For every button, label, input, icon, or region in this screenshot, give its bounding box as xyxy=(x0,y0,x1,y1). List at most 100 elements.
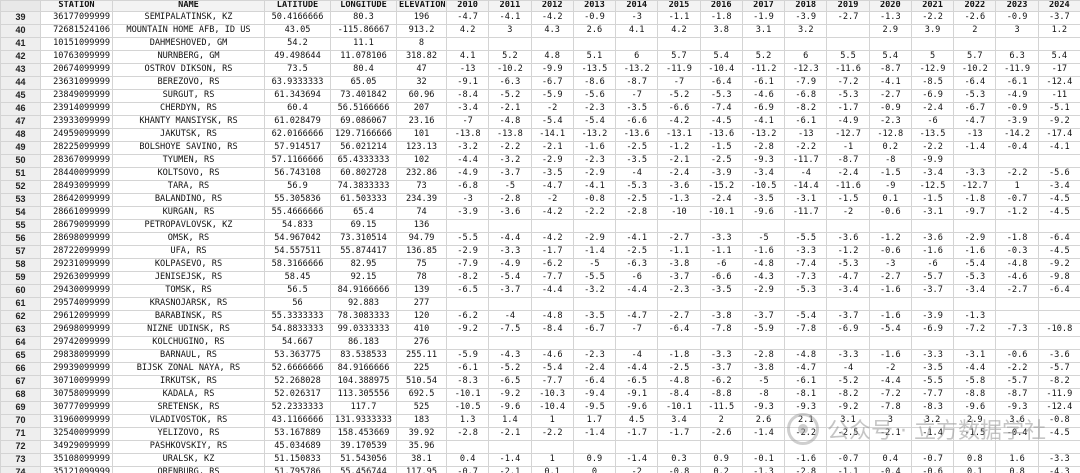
cell-year-2015[interactable]: -1.7 xyxy=(657,427,701,441)
column-header-2024[interactable]: 2024 xyxy=(1037,0,1080,12)
cell-year-2018[interactable]: -4.8 xyxy=(784,349,828,363)
cell-year-2011[interactable]: -4.8 xyxy=(488,115,532,129)
cell-year-2021[interactable]: -0.7 xyxy=(910,453,955,467)
cell-year-2012[interactable]: 4.8 xyxy=(530,50,574,64)
cell-year-2024[interactable]: -3.3 xyxy=(1037,453,1080,467)
cell-year-2011[interactable]: -7.5 xyxy=(488,323,532,337)
cell-station[interactable]: 29698099999 xyxy=(40,323,113,337)
cell-year-2019[interactable]: -11.6 xyxy=(826,180,870,194)
column-header-2017[interactable]: 2017 xyxy=(741,0,786,12)
row-header[interactable]: 63 xyxy=(0,323,41,337)
cell-year-2016[interactable]: -1.5 xyxy=(699,141,743,155)
cell-year-2017[interactable]: -1.3 xyxy=(741,466,786,473)
cell-name[interactable]: SEMIPALATINSK, KZ xyxy=(112,11,265,25)
cell-year-2018[interactable]: -9.3 xyxy=(784,401,828,415)
cell-year-2021[interactable]: -2.4 xyxy=(910,102,955,116)
cell-year-2020[interactable]: -0.9 xyxy=(868,102,912,116)
row-header[interactable]: 62 xyxy=(0,310,41,324)
cell-latitude[interactable]: 43.05 xyxy=(264,24,331,38)
cell-year-2021[interactable]: -12.9 xyxy=(910,63,955,77)
cell-year-2012[interactable]: -4.8 xyxy=(530,310,574,324)
cell-year-2017[interactable]: -5 xyxy=(741,375,786,389)
cell-station[interactable]: 32540099999 xyxy=(40,427,113,441)
cell-year-2012[interactable]: -4.2 xyxy=(530,206,574,220)
row-header[interactable]: 43 xyxy=(0,63,41,77)
cell-year-2017[interactable]: -1.6 xyxy=(741,245,786,259)
cell-year-2019[interactable]: -2.7 xyxy=(826,11,870,25)
cell-elevation[interactable]: 117.95 xyxy=(396,466,447,473)
cell-year-2013[interactable]: -9.4 xyxy=(572,388,617,402)
cell-year-2015[interactable]: 5.7 xyxy=(657,50,701,64)
cell-year-2012[interactable]: -9.9 xyxy=(530,63,574,77)
cell-year-2011[interactable]: -3.2 xyxy=(488,154,532,168)
cell-year-2016[interactable]: -8.8 xyxy=(699,388,743,402)
cell-year-2015[interactable]: -0.8 xyxy=(657,466,701,473)
cell-name[interactable]: BIJSK ZONAL NAYA, RS xyxy=(112,362,265,376)
cell-year-2019[interactable]: 3.1 xyxy=(826,414,870,428)
cell-year-2020[interactable]: -9 xyxy=(868,180,912,194)
cell-year-2012[interactable]: -4.2 xyxy=(530,232,574,246)
row-header[interactable]: 55 xyxy=(0,219,41,233)
cell-year-2012[interactable]: -2 xyxy=(530,102,574,116)
cell-year-2010[interactable]: -5.5 xyxy=(445,232,490,246)
cell-year-2011[interactable] xyxy=(488,37,532,51)
cell-year-2012[interactable]: -2.9 xyxy=(530,154,574,168)
cell-elevation[interactable]: 73 xyxy=(396,180,447,194)
cell-year-2015[interactable]: -3.8 xyxy=(657,258,701,272)
cell-year-2021[interactable]: -6.9 xyxy=(910,89,955,103)
cell-year-2017[interactable]: -6.1 xyxy=(741,76,786,90)
cell-year-2021[interactable] xyxy=(910,336,955,350)
cell-longitude[interactable]: 65.05 xyxy=(330,76,397,90)
cell-year-2020[interactable]: -1.5 xyxy=(868,167,912,181)
cell-name[interactable]: JAKUTSK, RS xyxy=(112,128,265,142)
cell-year-2019[interactable]: -9.2 xyxy=(826,401,870,415)
cell-year-2021[interactable]: -7.7 xyxy=(910,388,955,402)
cell-year-2010[interactable]: -13 xyxy=(445,63,490,77)
cell-station[interactable]: 28225099999 xyxy=(40,141,113,155)
cell-year-2018[interactable] xyxy=(784,219,828,233)
cell-year-2013[interactable]: -5.5 xyxy=(572,271,617,285)
cell-year-2018[interactable]: -8.1 xyxy=(784,388,828,402)
cell-year-2023[interactable]: -0.9 xyxy=(995,11,1039,25)
cell-year-2010[interactable]: -2.8 xyxy=(445,427,490,441)
cell-year-2015[interactable]: -2.1 xyxy=(657,154,701,168)
cell-year-2010[interactable]: 0.4 xyxy=(445,453,490,467)
cell-year-2017[interactable]: -4.6 xyxy=(741,89,786,103)
cell-year-2016[interactable]: -10.4 xyxy=(699,63,743,77)
cell-year-2022[interactable]: -2.9 xyxy=(953,232,997,246)
cell-name[interactable]: PETROPAVLOVSK, KZ xyxy=(112,219,265,233)
cell-year-2013[interactable]: -1.6 xyxy=(572,141,617,155)
cell-year-2013[interactable]: 0.9 xyxy=(572,453,617,467)
cell-longitude[interactable]: 99.0333333 xyxy=(330,323,397,337)
cell-year-2015[interactable] xyxy=(657,37,701,51)
cell-year-2014[interactable] xyxy=(615,37,659,51)
cell-year-2023[interactable] xyxy=(995,336,1039,350)
cell-year-2013[interactable] xyxy=(572,336,617,350)
cell-year-2019[interactable] xyxy=(826,297,870,311)
row-header[interactable]: 67 xyxy=(0,375,41,389)
cell-year-2023[interactable]: -2.2 xyxy=(995,167,1039,181)
cell-year-2015[interactable]: -4.8 xyxy=(657,375,701,389)
cell-year-2013[interactable]: -5 xyxy=(572,258,617,272)
cell-year-2023[interactable]: 1 xyxy=(995,180,1039,194)
cell-year-2011[interactable]: 5.2 xyxy=(488,50,532,64)
cell-year-2022[interactable]: -6.7 xyxy=(953,102,997,116)
cell-longitude[interactable]: 80.4 xyxy=(330,63,397,77)
cell-year-2022[interactable]: 0.8 xyxy=(953,453,997,467)
cell-latitude[interactable]: 51.795786 xyxy=(264,466,331,473)
cell-year-2021[interactable]: -5.7 xyxy=(910,271,955,285)
cell-year-2018[interactable]: -11.7 xyxy=(784,154,828,168)
cell-year-2020[interactable]: -1.6 xyxy=(868,284,912,298)
cell-year-2013[interactable]: -8.6 xyxy=(572,76,617,90)
cell-year-2023[interactable]: -0.3 xyxy=(995,245,1039,259)
cell-year-2020[interactable]: -2.3 xyxy=(868,115,912,129)
cell-year-2013[interactable]: -3.2 xyxy=(572,284,617,298)
cell-year-2013[interactable]: 1.7 xyxy=(572,414,617,428)
cell-year-2017[interactable]: -9.3 xyxy=(741,401,786,415)
cell-year-2019[interactable]: -2 xyxy=(826,206,870,220)
cell-year-2017[interactable]: -2.8 xyxy=(741,349,786,363)
cell-longitude[interactable]: 56.5166666 xyxy=(330,102,397,116)
cell-latitude[interactable]: 54.967042 xyxy=(264,232,331,246)
cell-year-2017[interactable]: -0.1 xyxy=(741,453,786,467)
cell-name[interactable]: KURGAN, RS xyxy=(112,206,265,220)
